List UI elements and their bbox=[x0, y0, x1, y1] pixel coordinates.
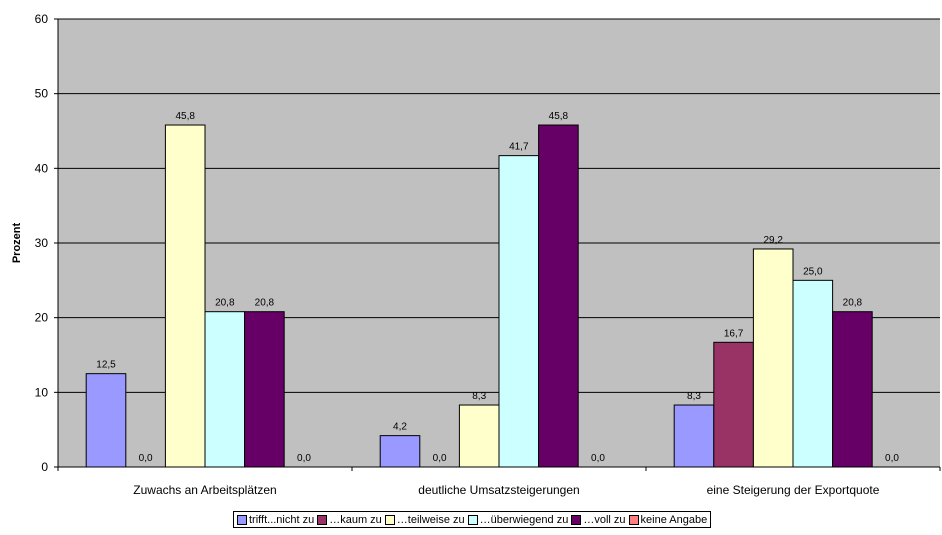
bar-value-label: 16,7 bbox=[724, 328, 744, 339]
legend-item: …teilweise zu bbox=[384, 513, 465, 526]
bar-value-label: 45,8 bbox=[175, 111, 195, 122]
bar-value-label: 0,0 bbox=[885, 453, 899, 464]
legend: trifft...nicht zu …kaum zu …teilweise zu …ü… bbox=[233, 511, 712, 528]
legend-swatch bbox=[467, 514, 478, 525]
y-tick-label: 10 bbox=[35, 385, 49, 399]
bar bbox=[832, 311, 873, 468]
y-axis-label: Prozent bbox=[11, 222, 23, 263]
x-category-label: eine Steigerung der Exportquote bbox=[707, 483, 880, 497]
bar bbox=[713, 341, 754, 468]
bar bbox=[458, 404, 500, 468]
bar bbox=[673, 404, 715, 468]
bar-value-label: 20,8 bbox=[255, 298, 275, 309]
legend-item: …voll zu bbox=[571, 513, 626, 526]
y-tick-label: 20 bbox=[35, 311, 49, 325]
bar bbox=[752, 248, 794, 468]
y-tick-label: 60 bbox=[35, 12, 49, 26]
bar-value-label: 29,2 bbox=[763, 235, 783, 246]
data-labels: 12,5 0,0 45,8 20,8 20,8 0,0 4,2 0,0 8,3 41,7 45,8 0… bbox=[96, 111, 899, 464]
bar-value-label: 8,3 bbox=[472, 391, 486, 402]
bar-value-label: 0,0 bbox=[297, 453, 311, 464]
bar bbox=[164, 124, 206, 468]
bar-value-label: 45,8 bbox=[549, 111, 569, 122]
bar bbox=[379, 435, 421, 468]
bar bbox=[792, 279, 834, 468]
bar-value-label: 0,0 bbox=[139, 453, 153, 464]
bar-value-label: 25,0 bbox=[803, 266, 823, 277]
bar-value-label: 0,0 bbox=[591, 453, 605, 464]
bar-value-label: 8,3 bbox=[687, 391, 701, 402]
legend-swatch bbox=[384, 514, 395, 525]
legend-label: …überwiegend zu bbox=[479, 513, 569, 526]
y-tick-label: 50 bbox=[35, 87, 49, 101]
legend-item: keine Angabe bbox=[628, 513, 708, 526]
legend-label: …voll zu bbox=[583, 513, 626, 526]
bar-value-label: 20,8 bbox=[215, 298, 235, 309]
bar bbox=[538, 124, 579, 468]
bar bbox=[204, 311, 246, 468]
legend-label: …teilweise zu bbox=[396, 513, 465, 526]
bar-value-label: 4,2 bbox=[393, 422, 407, 433]
legend-item: …kaum zu bbox=[317, 514, 382, 526]
legend-swatch bbox=[571, 514, 582, 525]
bar bbox=[498, 155, 540, 468]
y-tick-label: 40 bbox=[35, 161, 49, 175]
bar bbox=[244, 311, 285, 468]
legend-swatch bbox=[237, 514, 247, 525]
x-category-label: deutliche Umsatzsteigerungen bbox=[418, 483, 579, 497]
legend-item: trifft...nicht zu bbox=[237, 514, 314, 526]
legend-label: …kaum zu bbox=[329, 513, 382, 526]
legend-item: …überwiegend zu bbox=[467, 513, 569, 526]
x-category-label: Zuwachs an Arbeitsplätzen bbox=[133, 483, 276, 497]
legend-swatch bbox=[628, 514, 639, 525]
legend-swatch bbox=[317, 514, 328, 525]
bars bbox=[85, 124, 873, 468]
bar-value-label: 41,7 bbox=[509, 142, 529, 153]
legend-label: trifft...nicht zu bbox=[249, 513, 315, 526]
bar bbox=[85, 373, 127, 468]
bar-value-label: 20,8 bbox=[843, 298, 863, 309]
bar-value-label: 0,0 bbox=[433, 453, 447, 464]
legend-label: keine Angabe bbox=[640, 513, 708, 526]
y-tick-label: 30 bbox=[35, 236, 49, 250]
bar-value-label: 12,5 bbox=[96, 360, 116, 371]
x-axis-categories: Zuwachs an Arbeitsplätzen deutliche Umsat… bbox=[57, 467, 941, 497]
y-axis-ticks: 0 10 20 30 40 50 60 bbox=[35, 12, 58, 474]
y-tick-label: 0 bbox=[41, 460, 48, 474]
